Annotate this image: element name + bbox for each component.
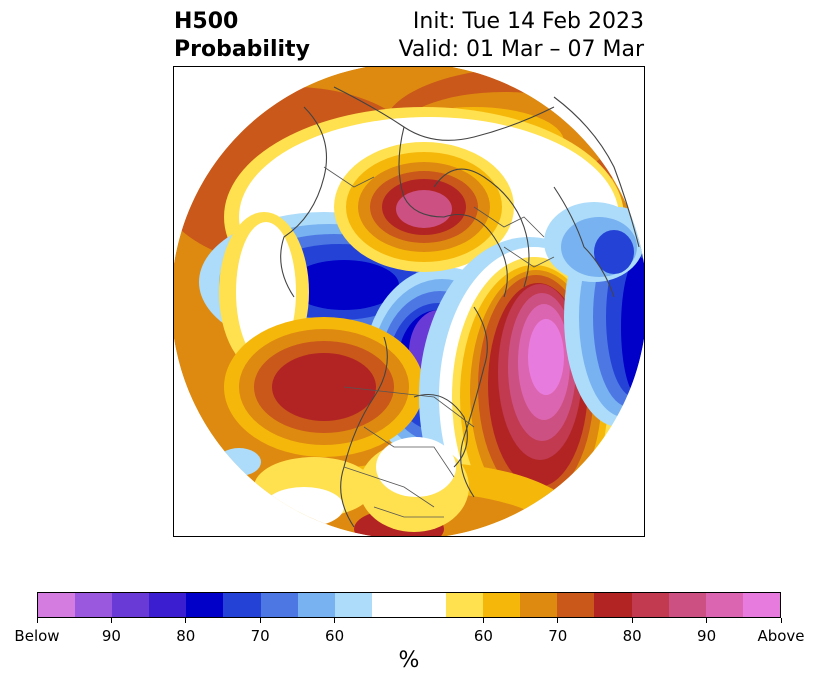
colorbar-segment [520, 593, 558, 617]
colorbar-segment [594, 593, 632, 617]
colorbar-tick-label: 90 [101, 627, 121, 645]
colorbar-tick [334, 618, 336, 623]
colorbar-tick-label: 60 [325, 627, 345, 645]
colorbar-tick [631, 618, 633, 623]
colorbar-tick [36, 618, 38, 623]
colorbar-segment [297, 593, 335, 617]
colorbar-segment [446, 593, 484, 617]
colorbar-segment [483, 593, 521, 617]
colorbar-segment [186, 593, 224, 617]
colorbar-tick [110, 618, 112, 623]
colorbar-tick-label: 80 [176, 627, 196, 645]
colorbar-segment [149, 593, 187, 617]
probability-colorbar [37, 592, 781, 618]
colorbar-segment [38, 593, 76, 617]
colorbar-tick [482, 618, 484, 623]
colorbar-tick [780, 618, 782, 623]
coastlines [280, 86, 640, 528]
political-borders [323, 166, 555, 518]
colorbar-tick [557, 618, 559, 623]
colorbar-unit-label: % [398, 648, 420, 673]
colorbar-tick-label: 80 [622, 627, 642, 645]
colorbar-tick [185, 618, 187, 623]
colorbar-segment [223, 593, 261, 617]
map-title-left: H500 Probability [174, 8, 310, 64]
colorbar-segment [668, 593, 706, 617]
colorbar-segment [334, 593, 372, 617]
colorbar-tick-label: 60 [473, 627, 493, 645]
colorbar-segment [631, 593, 669, 617]
colorbar-segment [112, 593, 150, 617]
colorbar-segment [557, 593, 595, 617]
polar-map-svg [174, 67, 644, 536]
probability-field [174, 67, 644, 536]
title-variable: H500 [174, 9, 239, 34]
outside-mask [174, 67, 644, 536]
probability-map [173, 66, 645, 537]
colorbar-tick-label: Above [757, 627, 805, 645]
colorbar-segment [408, 593, 447, 617]
init-date: Init: Tue 14 Feb 2023 [412, 9, 644, 34]
title-product: Probability [174, 37, 310, 62]
colorbar-segment [705, 593, 743, 617]
colorbar-tick-label: 90 [697, 627, 717, 645]
colorbar-segment [742, 593, 780, 617]
colorbar-tick-label: 70 [250, 627, 270, 645]
valid-range: Valid: 01 Mar – 07 Mar [398, 37, 644, 62]
colorbar-segment [75, 593, 113, 617]
colorbar-segment [260, 593, 298, 617]
colorbar-tick [259, 618, 261, 623]
colorbar-tick-label: 70 [548, 627, 568, 645]
map-title-right: Init: Tue 14 Feb 2023 Valid: 01 Mar – 07… [399, 8, 644, 64]
colorbar-tick [706, 618, 708, 623]
colorbar-segment [371, 593, 409, 617]
colorbar-tick-label: Below [14, 627, 60, 645]
